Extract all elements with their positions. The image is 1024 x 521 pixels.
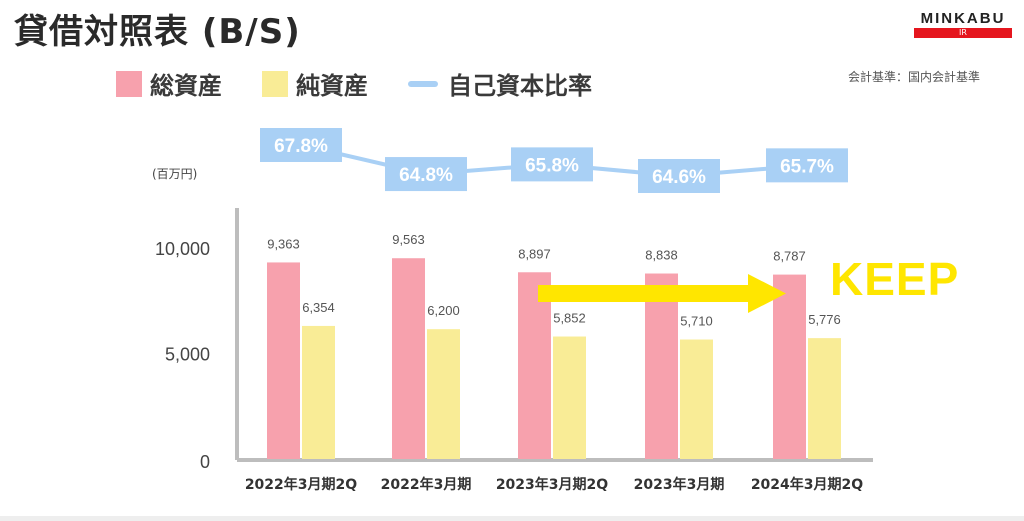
legend-swatch-net-assets <box>262 70 288 97</box>
value-label-net-assets: 5,776 <box>808 312 841 327</box>
bar-total-assets <box>392 258 425 459</box>
legend-item-net-assets: 純資産 <box>262 66 368 101</box>
value-label-net-assets: 5,710 <box>680 314 713 329</box>
equity-ratio-box <box>511 147 593 182</box>
equity-ratio-box <box>766 148 848 183</box>
value-label-total-assets: 9,563 <box>392 232 425 247</box>
minkabu-logo: MINKABU IR <box>914 10 1012 38</box>
logo-sub: IR <box>914 28 1012 38</box>
keep-arrow-head <box>748 274 786 313</box>
x-tick-label: 2022年3月期2Q <box>245 476 357 493</box>
equity-ratio-label: 64.8% <box>399 165 453 186</box>
x-tick-label: 2024年3月期2Q <box>751 476 863 493</box>
legend-item-equity-ratio: 自己資本比率 <box>408 66 592 101</box>
x-tick-label: 2023年3月期2Q <box>496 476 608 493</box>
bar-total-assets <box>267 262 300 459</box>
chart-legend: 総資産 純資産 自己資本比率 <box>116 66 632 101</box>
x-tick-label: 2022年3月期 <box>381 476 472 493</box>
keep-arrow-shaft <box>538 285 750 302</box>
value-label-total-assets: 8,787 <box>773 249 806 264</box>
bar-net-assets <box>302 325 335 459</box>
equity-ratio-label: 67.8% <box>274 136 328 157</box>
equity-ratio-label: 65.8% <box>525 155 579 176</box>
bottom-bar <box>0 516 1024 521</box>
legend-swatch-equity-ratio <box>408 80 438 87</box>
value-label-net-assets: 6,200 <box>427 303 460 318</box>
logo-wordmark: MINKABU <box>920 10 1006 27</box>
equity-ratio-label: 64.6% <box>652 167 706 188</box>
y-tick-label: 10,000 <box>155 239 210 259</box>
value-label-total-assets: 8,838 <box>645 248 678 263</box>
y-unit-label: (百万円) <box>152 167 197 181</box>
value-label-total-assets: 9,363 <box>267 236 300 251</box>
equity-ratio-label: 65.7% <box>780 156 834 177</box>
legend-swatch-total-assets <box>116 70 142 97</box>
accounting-standard-note: 会計基準：国内会計基準 <box>847 70 980 84</box>
x-tick-label: 2023年3月期 <box>634 476 725 493</box>
legend-label-net-assets: 純資産 <box>296 72 368 100</box>
bar-total-assets <box>518 272 551 459</box>
equity-ratio-box <box>260 128 342 162</box>
legend-label-total-assets: 総資産 <box>150 72 222 100</box>
equity-ratio-box <box>638 159 720 193</box>
value-label-total-assets: 8,897 <box>518 246 551 261</box>
value-label-net-assets: 6,354 <box>302 300 335 315</box>
keep-label: KEEP <box>830 253 959 305</box>
y-tick-label: 0 <box>200 452 210 472</box>
legend-item-total-assets: 総資産 <box>116 66 222 101</box>
equity-ratio-box <box>385 157 467 192</box>
y-tick-label: 5,000 <box>165 345 210 365</box>
bar-net-assets <box>553 336 586 459</box>
bar-total-assets <box>645 273 678 459</box>
bar-total-assets <box>773 274 806 459</box>
bar-net-assets <box>808 338 841 459</box>
value-label-net-assets: 5,852 <box>553 311 586 326</box>
bar-net-assets <box>680 339 713 459</box>
page-title: 貸借対照表 (B/S) <box>14 12 301 52</box>
bar-net-assets <box>427 329 460 459</box>
legend-label-equity-ratio: 自己資本比率 <box>448 72 592 100</box>
